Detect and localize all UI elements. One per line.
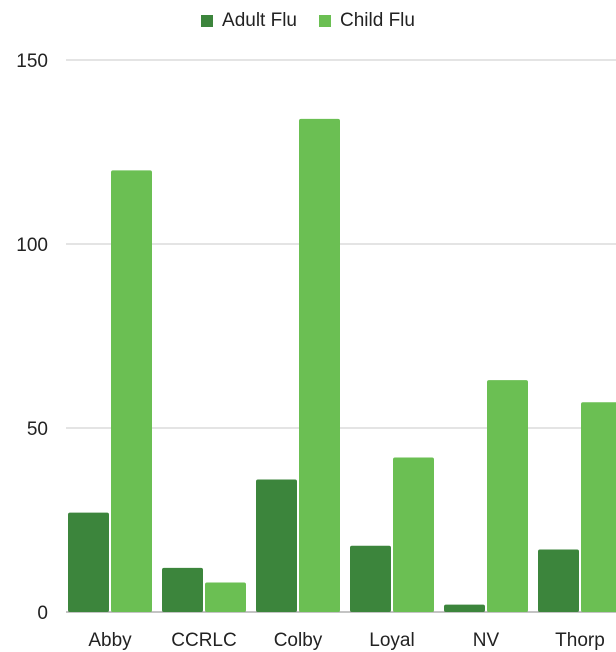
bar-child-flu-nv[interactable] (487, 380, 528, 612)
y-axis-ticks: 0 50 100 150 (16, 51, 48, 624)
bar-adult-flu-nv[interactable] (444, 604, 485, 612)
legend-swatch-adult-flu (201, 15, 214, 27)
y-tick-label: 100 (16, 235, 48, 256)
legend-label-adult-flu: Adult Flu (222, 10, 297, 31)
y-tick-label: 50 (27, 419, 48, 440)
bar-child-flu-loyal[interactable] (393, 457, 434, 612)
legend: Adult Flu Child Flu (0, 10, 616, 32)
bars (68, 118, 616, 612)
bar-adult-flu-abby[interactable] (68, 512, 109, 612)
y-tick-label: 0 (37, 603, 48, 624)
legend-item-child-flu[interactable]: Child Flu (319, 10, 415, 32)
x-tick-label: Colby (274, 630, 323, 651)
bar-child-flu-thorp[interactable] (581, 402, 616, 612)
bar-adult-flu-thorp[interactable] (538, 549, 579, 612)
bar-child-flu-abby[interactable] (111, 170, 152, 612)
bar-child-flu-colby[interactable] (299, 118, 340, 612)
x-tick-label: Thorp (555, 630, 605, 651)
legend-label-child-flu: Child Flu (340, 10, 415, 31)
x-axis-ticks: Abby CCRLC Colby Loyal NV Thorp (88, 630, 604, 651)
x-tick-label: NV (473, 630, 500, 651)
bar-child-flu-ccrlc[interactable] (205, 582, 246, 612)
x-tick-label: CCRLC (171, 630, 236, 651)
legend-item-adult-flu[interactable]: Adult Flu (201, 10, 297, 32)
legend-swatch-child-flu (319, 15, 331, 27)
bar-adult-flu-colby[interactable] (256, 479, 297, 612)
bar-adult-flu-ccrlc[interactable] (162, 567, 203, 612)
x-tick-label: Loyal (369, 630, 414, 651)
y-tick-label: 150 (16, 51, 48, 72)
x-tick-label: Abby (88, 630, 132, 651)
bar-adult-flu-loyal[interactable] (350, 545, 391, 612)
